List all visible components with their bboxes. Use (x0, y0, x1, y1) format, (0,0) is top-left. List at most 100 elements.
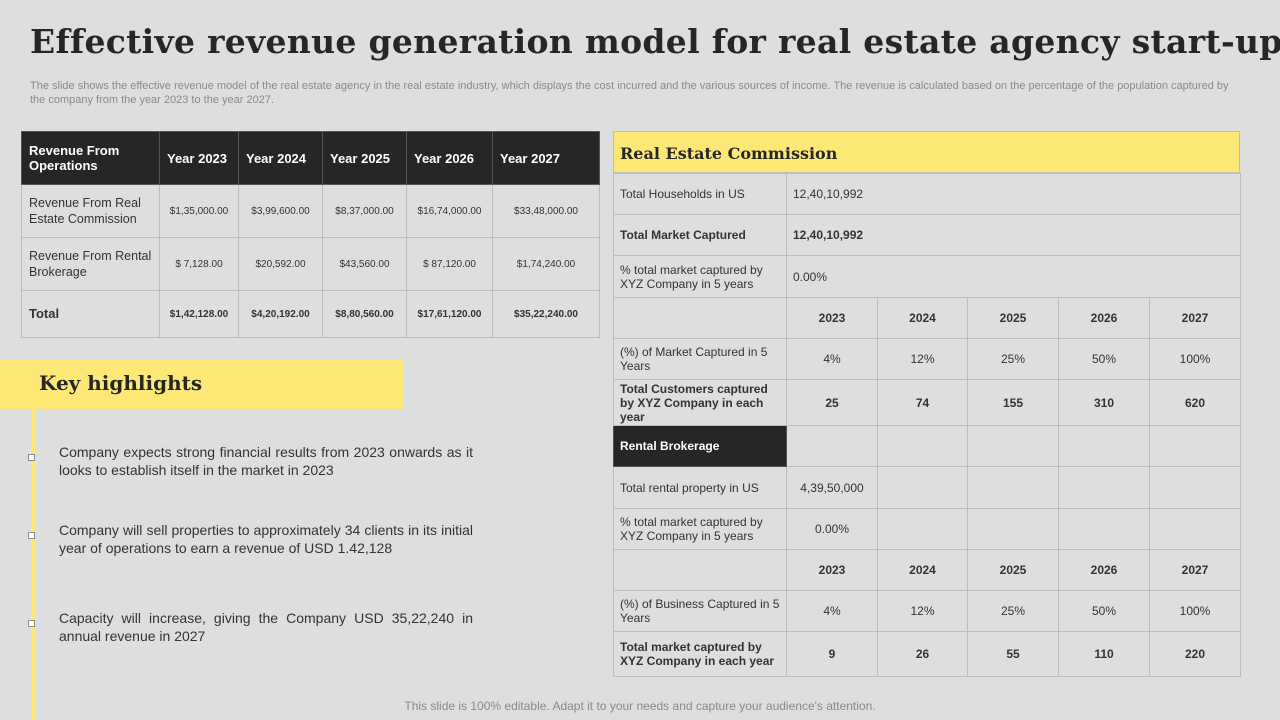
highlight-item: Company will sell properties to approxim… (59, 522, 473, 556)
year-cell: 2023 (786, 297, 878, 339)
table-cell: $1,42,128.00 (159, 290, 239, 338)
table-cell: 0.00% (785, 255, 1242, 298)
table-row: Total rental property in US 4,39,50,000 (613, 466, 1242, 509)
table-cell: 4,39,50,000 (786, 466, 878, 509)
table-row: Total Customers captured by XYZ Company … (613, 379, 1242, 426)
table-cell-empty (613, 549, 787, 591)
bullet-marker (28, 532, 35, 539)
table-cell: $16,74,000.00 (406, 184, 493, 238)
table-cell: $8,80,560.00 (322, 290, 407, 338)
table-cell-empty (613, 297, 787, 339)
table-row: Total Households in US 12,40,10,992 (613, 173, 1242, 215)
table-cell-empty (1148, 425, 1242, 467)
revenue-table: Revenue From Operations Year 2023 Year 2… (21, 131, 600, 338)
header-cell: Year 2026 (406, 131, 493, 185)
row-label: Total (21, 290, 160, 338)
row-label: Total Customers captured by XYZ Company … (613, 379, 787, 426)
year-cell: 2025 (967, 297, 1059, 339)
rental-brokerage-heading: Rental Brokerage (613, 425, 787, 467)
table-cell: 155 (967, 379, 1059, 426)
table-cell: 55 (967, 631, 1059, 677)
bullet-marker (28, 454, 35, 461)
year-cell: 2026 (1058, 297, 1150, 339)
year-cell: 2027 (1148, 549, 1242, 591)
table-row-years: 2023 2024 2025 2026 2027 (613, 297, 1242, 339)
commission-header: Real Estate Commission (613, 131, 1240, 173)
header-cell: Year 2024 (238, 131, 323, 185)
table-cell-empty (877, 508, 968, 550)
table-cell: 220 (1148, 631, 1242, 677)
table-cell: 100% (1148, 590, 1242, 632)
table-cell-empty (1058, 508, 1150, 550)
table-row: Total market captured by XYZ Company in … (613, 631, 1242, 677)
table-cell-empty (1058, 466, 1150, 509)
row-label: (%) of Market Captured in 5 Years (613, 338, 787, 380)
table-cell: $8,37,000.00 (322, 184, 407, 238)
table-cell: 26 (877, 631, 968, 677)
year-cell: 2024 (877, 549, 968, 591)
table-cell: 25% (967, 590, 1059, 632)
table-cell-empty (786, 425, 878, 467)
table-cell: $ 7,128.00 (159, 237, 239, 291)
table-row-total: Total $1,42,128.00 $4,20,192.00 $8,80,56… (21, 290, 600, 338)
table-cell-empty (967, 425, 1059, 467)
table-cell: 25% (967, 338, 1059, 380)
table-cell: 4% (786, 338, 878, 380)
table-cell: 12,40,10,992 (785, 214, 1242, 256)
table-row: % total market captured by XYZ Company i… (613, 255, 1242, 298)
table-cell: 9 (786, 631, 878, 677)
table-cell: 100% (1148, 338, 1242, 380)
row-label: Total Households in US (613, 173, 787, 215)
table-row: (%) of Market Captured in 5 Years 4% 12%… (613, 338, 1242, 380)
row-label: Total rental property in US (613, 466, 787, 509)
revenue-table-header: Revenue From Operations Year 2023 Year 2… (21, 131, 600, 185)
table-cell-empty (967, 466, 1059, 509)
table-cell: 50% (1058, 338, 1150, 380)
table-cell: $ 87,120.00 (406, 237, 493, 291)
table-cell: 620 (1148, 379, 1242, 426)
table-cell: 0.00% (786, 508, 878, 550)
table-row: Revenue From Rental Brokerage $ 7,128.00… (21, 237, 600, 291)
key-highlights-banner (0, 359, 403, 409)
table-row-section: Rental Brokerage (613, 425, 1242, 467)
table-cell: 25 (786, 379, 878, 426)
highlight-item: Capacity will increase, giving the Compa… (59, 610, 473, 644)
year-cell: 2026 (1058, 549, 1150, 591)
table-row: (%) of Business Captured in 5 Years 4% 1… (613, 590, 1242, 632)
table-cell-empty (1148, 466, 1242, 509)
table-row-years: 2023 2024 2025 2026 2027 (613, 549, 1242, 591)
slide-title: Effective revenue generation model for r… (30, 22, 1280, 61)
table-cell: $3,99,600.00 (238, 184, 323, 238)
row-label: (%) of Business Captured in 5 Years (613, 590, 787, 632)
slide-footer: This slide is 100% editable. Adapt it to… (404, 699, 876, 713)
row-label: Total market captured by XYZ Company in … (613, 631, 787, 677)
commission-rental-table: Total Households in US 12,40,10,992 Tota… (613, 173, 1242, 677)
table-cell: 50% (1058, 590, 1150, 632)
year-cell: 2027 (1148, 297, 1242, 339)
table-cell: $33,48,000.00 (492, 184, 600, 238)
table-cell: $1,35,000.00 (159, 184, 239, 238)
commission-heading: Real Estate Commission (620, 144, 838, 163)
header-cell: Year 2023 (159, 131, 239, 185)
header-cell: Year 2025 (322, 131, 407, 185)
table-cell: 110 (1058, 631, 1150, 677)
table-cell-empty (877, 466, 968, 509)
table-cell-empty (877, 425, 968, 467)
table-row: % total market captured by XYZ Company i… (613, 508, 1242, 550)
table-cell-empty (967, 508, 1059, 550)
table-cell: $4,20,192.00 (238, 290, 323, 338)
row-label: % total market captured by XYZ Company i… (613, 255, 787, 298)
table-cell: $43,560.00 (322, 237, 407, 291)
highlight-item: Company expects strong financial results… (59, 444, 473, 478)
table-cell: 74 (877, 379, 968, 426)
row-label: Total Market Captured (613, 214, 787, 256)
key-highlights-title: Key highlights (39, 371, 203, 395)
header-cell: Revenue From Operations (21, 131, 160, 185)
table-cell: $35,22,240.00 (492, 290, 600, 338)
year-cell: 2024 (877, 297, 968, 339)
table-cell: 12% (877, 590, 968, 632)
table-cell: $1,74,240.00 (492, 237, 600, 291)
table-cell: 4% (786, 590, 878, 632)
header-cell: Year 2027 (492, 131, 600, 185)
table-cell-empty (1148, 508, 1242, 550)
